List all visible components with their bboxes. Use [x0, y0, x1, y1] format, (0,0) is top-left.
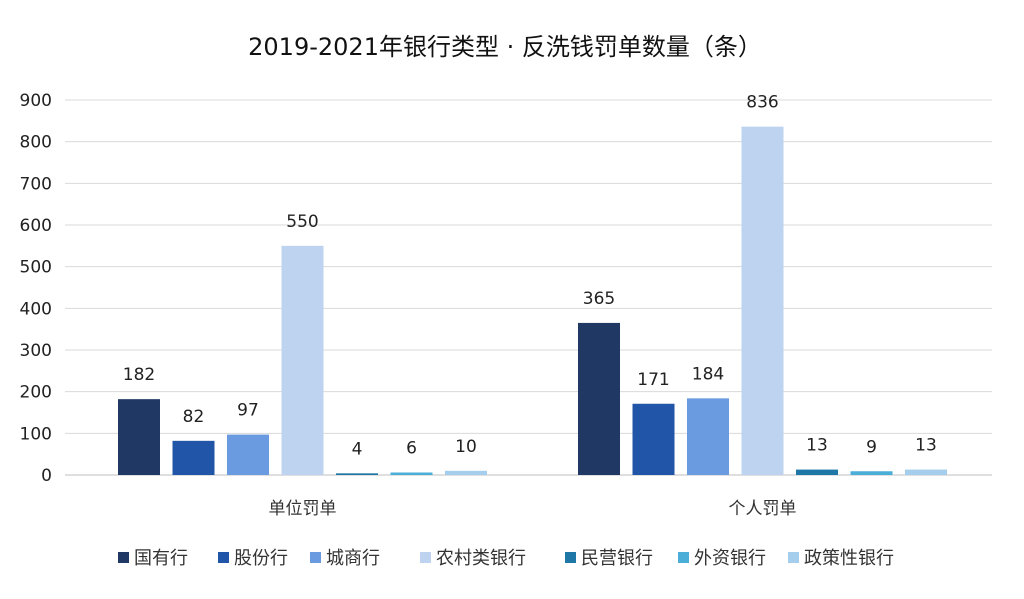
legend-item: 城商行	[310, 548, 380, 569]
y-tick-label: 200	[20, 383, 52, 403]
legend-swatch	[420, 552, 431, 563]
legend-label: 民营银行	[581, 548, 653, 569]
bars: 182 82 97 550 4 6 10 365 171 184 836 13 9 13	[118, 93, 947, 476]
legend-item: 民营银行	[565, 548, 653, 569]
legend-item: 政策性银行	[788, 548, 894, 569]
bar	[281, 245, 324, 475]
data-label: 836	[746, 93, 778, 113]
legend-swatch	[788, 552, 799, 563]
data-label: 182	[123, 365, 155, 385]
y-axis: 0 100 200 300 400 500 600 700 800 900	[20, 91, 52, 486]
bar	[796, 469, 838, 475]
y-tick-label: 700	[20, 174, 52, 194]
legend-swatch	[310, 552, 321, 563]
y-tick-label: 300	[20, 341, 52, 361]
legend-item: 股份行	[218, 548, 288, 569]
y-tick-label: 400	[20, 299, 52, 319]
legend-swatch	[218, 552, 229, 563]
data-label: 13	[806, 436, 828, 456]
data-label: 97	[237, 401, 259, 421]
x-axis: 单位罚单 个人罚单	[269, 499, 797, 519]
data-label: 9	[866, 437, 877, 457]
y-tick-label: 900	[20, 91, 52, 111]
legend-swatch	[678, 552, 689, 563]
legend-label: 外资银行	[694, 548, 766, 569]
bar	[445, 470, 487, 475]
legend-item: 农村类银行	[420, 548, 526, 569]
data-label: 10	[455, 437, 477, 457]
legend-label: 政策性银行	[804, 548, 894, 569]
data-label: 4	[352, 439, 363, 459]
bar	[118, 399, 160, 475]
y-tick-label: 500	[20, 258, 52, 278]
data-label: 6	[406, 439, 417, 459]
bar	[850, 471, 893, 475]
data-label: 550	[286, 212, 318, 232]
data-label: 184	[692, 364, 724, 384]
x-tick-label: 单位罚单	[269, 499, 337, 519]
gridlines	[65, 99, 992, 476]
legend-item: 外资银行	[678, 548, 766, 569]
bar	[578, 322, 620, 475]
bar	[632, 403, 675, 475]
y-tick-label: 0	[41, 466, 52, 486]
legend-label: 股份行	[234, 548, 288, 569]
y-tick-label: 100	[20, 424, 52, 444]
bar	[687, 398, 729, 475]
chart-title: 2019-2021年银行类型 · 反洗钱罚单数量（条）	[248, 33, 762, 61]
legend: 国有行 股份行 城商行 农村类银行 民营银行 外资银行 政策性银行	[118, 548, 894, 569]
data-label: 82	[183, 407, 205, 427]
y-tick-label: 600	[20, 216, 52, 236]
data-label: 365	[583, 289, 615, 309]
legend-swatch	[565, 552, 576, 563]
legend-label: 城商行	[326, 548, 380, 569]
legend-swatch	[118, 552, 129, 563]
bar	[172, 440, 215, 475]
bar	[336, 473, 378, 475]
bar	[905, 469, 947, 475]
legend-item: 国有行	[118, 548, 188, 569]
bar	[741, 126, 784, 476]
data-label: 171	[637, 370, 669, 390]
y-tick-label: 800	[20, 133, 52, 153]
bar	[390, 472, 433, 475]
x-tick-label: 个人罚单	[729, 499, 797, 519]
legend-label: 国有行	[134, 548, 188, 569]
data-label: 13	[915, 436, 937, 456]
bar	[227, 434, 269, 475]
legend-label: 农村类银行	[436, 548, 526, 569]
